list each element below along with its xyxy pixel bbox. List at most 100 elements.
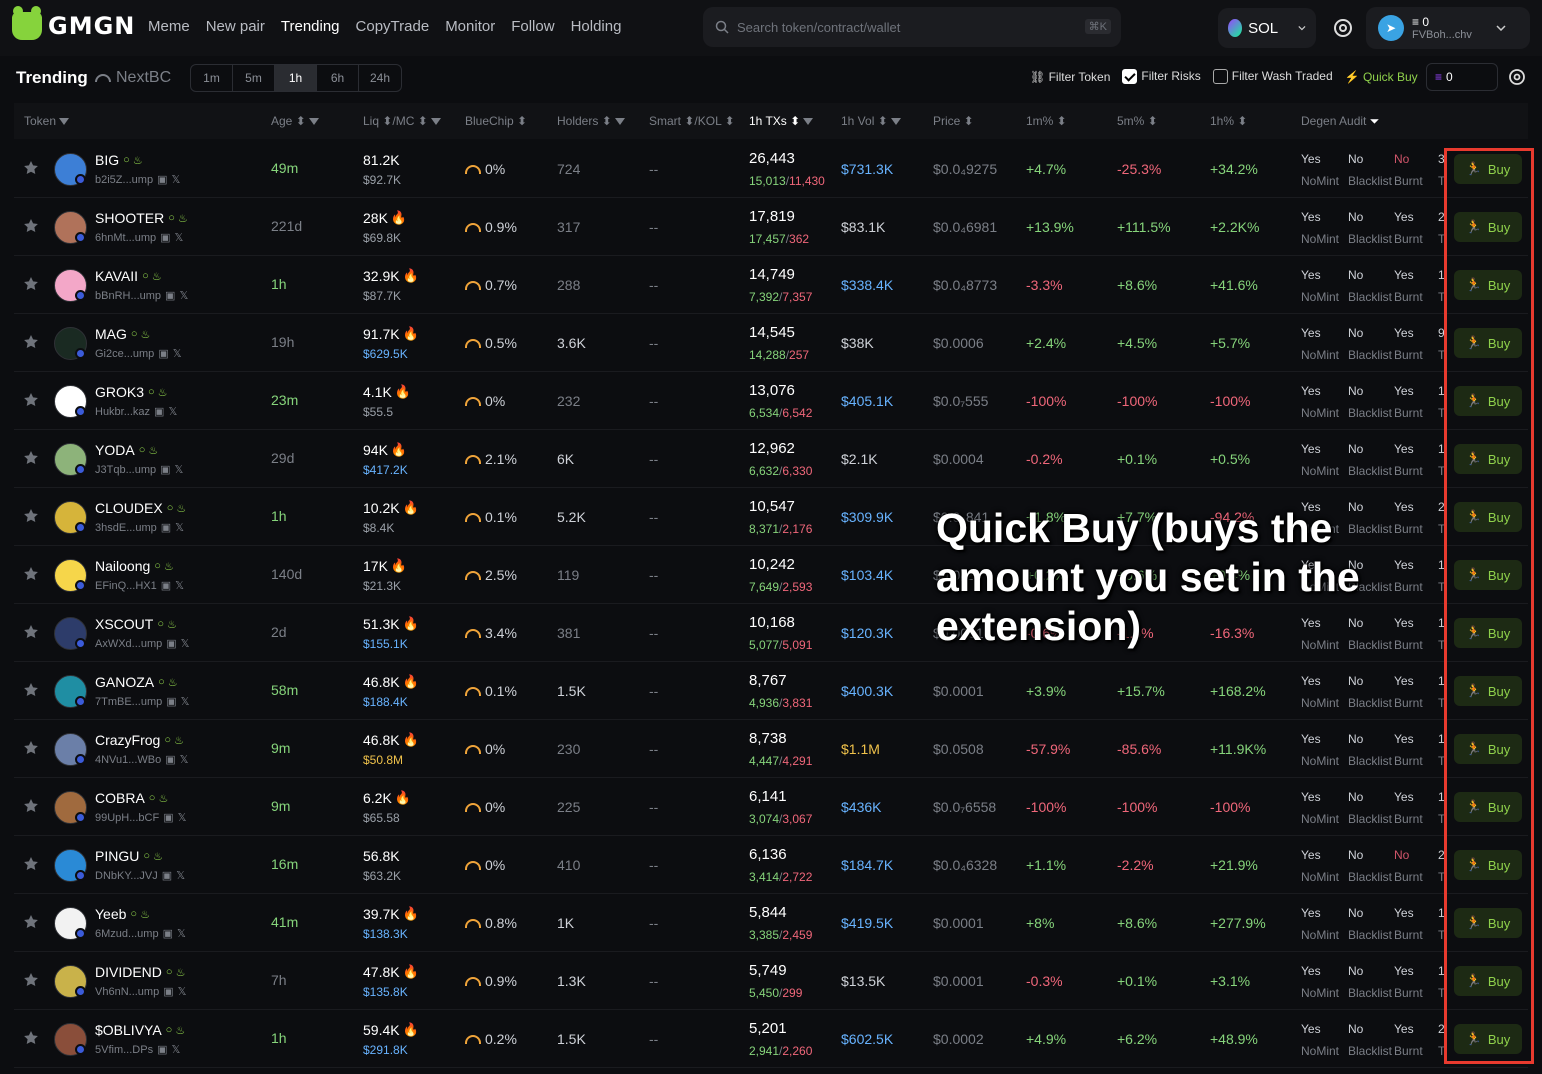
x-social-icon[interactable]: 𝕏 [175, 580, 185, 592]
token-name-row[interactable]: XSCOUT ○ ♨ [95, 616, 177, 632]
favorite-star-icon[interactable] [23, 798, 39, 814]
token-name[interactable]: Nailoong [95, 558, 151, 574]
quick-buy-button[interactable]: 🏃 Buy [1454, 212, 1522, 242]
col-1h[interactable]: 1h% ⬍ [1210, 114, 1248, 128]
col-liq[interactable]: Liq ⬍/MC ⬍ [363, 114, 441, 128]
nextbc-tab[interactable]: NextBC [94, 69, 171, 87]
filter-risks-toggle[interactable]: Filter Risks [1122, 69, 1201, 85]
table-row[interactable]: CrazyFrog ○ ♨ 4NVu1...WBo ▣ 𝕏 9m 46.8K 🔥 $50.8M 0%… [14, 720, 1528, 778]
token-name-row[interactable]: SHOOTER ○ ♨ [95, 210, 188, 226]
table-row[interactable]: Nailoong ○ ♨ EFinQ...HX1 ▣ 𝕏 140d 17K 🔥 $21.3K 2.5… [14, 546, 1528, 604]
search-icon[interactable]: ○ [148, 385, 155, 398]
nav-trending[interactable]: Trending [280, 18, 340, 35]
token-name[interactable]: Yeeb [95, 906, 127, 922]
quick-buy-button[interactable]: 🏃 Buy [1454, 1024, 1522, 1054]
copy-icon[interactable]: ▣ [161, 870, 173, 882]
col-txs[interactable]: 1h TXs ⬍ [749, 114, 814, 128]
token-name[interactable]: COBRA [95, 790, 145, 806]
favorite-star-icon[interactable] [23, 508, 39, 524]
favorite-star-icon[interactable] [23, 160, 39, 176]
search-icon[interactable]: ○ [165, 965, 173, 978]
search-icon[interactable]: ○ [165, 1023, 173, 1036]
table-row[interactable]: GANOZA ○ ♨ 7TmBE...ump ▣ 𝕏 58m 46.8K 🔥 $188.4K 0.1… [14, 662, 1528, 720]
search-icon[interactable]: ○ [154, 559, 161, 572]
filter-wash-checkbox[interactable] [1212, 69, 1228, 85]
nav-meme[interactable]: Meme [148, 18, 190, 35]
table-row[interactable]: DIVIDEND ○ ♨ Vh6nN...ump ▣ 𝕏 7h 47.8K 🔥 $135.8K 0.… [14, 952, 1528, 1010]
filter-risks-checkbox[interactable] [1122, 69, 1138, 85]
filter-icon[interactable] [59, 118, 70, 126]
table-row[interactable]: MAG ○ ♨ Gi2ce...ump ▣ 𝕏 19h 91.7K 🔥 $629.5K 0.5% 3.… [14, 314, 1528, 372]
quick-buy-button[interactable]: 🏃 Buy [1454, 444, 1522, 474]
nav-follow[interactable]: Follow [511, 18, 555, 35]
nav-monitor[interactable]: Monitor [445, 18, 496, 35]
copy-icon[interactable]: ▣ [157, 1044, 168, 1056]
favorite-star-icon[interactable] [23, 392, 39, 408]
table-row[interactable]: GROK3 ○ ♨ Hukbr...kaz ▣ 𝕏 23m 4.1K 🔥 $55.5 0% 232 --… [14, 372, 1528, 430]
copy-icon[interactable]: ▣ [163, 986, 174, 998]
search-icon[interactable]: ○ [143, 849, 150, 862]
nav-copytrade[interactable]: CopyTrade [355, 18, 430, 35]
token-name[interactable]: $OBLIVYA [95, 1022, 162, 1038]
token-name-row[interactable]: COBRA ○ ♨ [95, 790, 168, 806]
timeframe-1h[interactable]: 1h [275, 65, 317, 91]
copy-icon[interactable]: ▣ [163, 812, 174, 824]
x-social-icon[interactable]: 𝕏 [177, 812, 187, 824]
token-name[interactable]: SHOOTER [95, 210, 165, 226]
search-icon[interactable]: ○ [157, 617, 164, 630]
x-social-icon[interactable]: 𝕏 [179, 754, 189, 766]
favorite-star-icon[interactable] [23, 624, 39, 640]
token-name-row[interactable]: KAVAII ○ ♨ [95, 268, 162, 284]
col-token[interactable]: Token [24, 114, 70, 128]
token-name-row[interactable]: PINGU ○ ♨ [95, 848, 163, 864]
token-name-row[interactable]: MAG ○ ♨ [95, 326, 150, 342]
table-row[interactable]: $OBLIVYA ○ ♨ 5Vfim...DPs ▣ 𝕏 1h 59.4K 🔥 $291.8K 0.… [14, 1010, 1528, 1068]
col-5m[interactable]: 5m% ⬍ [1117, 114, 1158, 128]
x-social-icon[interactable]: 𝕏 [172, 348, 182, 360]
timeframe-24h[interactable]: 24h [369, 71, 391, 85]
token-name[interactable]: XSCOUT [95, 616, 154, 632]
col-price[interactable]: Price ⬍ [933, 114, 974, 128]
x-social-icon[interactable]: 𝕏 [171, 174, 181, 186]
copy-icon[interactable]: ▣ [154, 406, 165, 418]
quick-buy-button[interactable]: 🏃 Buy [1454, 734, 1522, 764]
table-row[interactable]: BIG ○ ♨ b2i5Z...ump ▣ 𝕏 49m 81.2K $92.7K 0% 724 -- 2… [14, 140, 1528, 198]
timeframe-6h[interactable]: 6h [317, 65, 359, 91]
copy-icon[interactable]: ▣ [160, 522, 172, 534]
x-social-icon[interactable]: 𝕏 [180, 638, 190, 650]
quick-buy-button[interactable]: 🏃 Buy [1454, 618, 1522, 648]
search-input[interactable] [737, 19, 1077, 35]
gmgn-logo[interactable]: GMGN [12, 6, 135, 40]
x-social-icon[interactable]: 𝕏 [174, 464, 184, 476]
col-1m[interactable]: 1m% ⬍ [1026, 114, 1067, 128]
search-icon[interactable]: ○ [138, 443, 146, 456]
quick-buy-button[interactable]: 🏃 Buy [1454, 386, 1522, 416]
search-icon[interactable]: ○ [130, 327, 138, 340]
quick-buy-button[interactable]: 🏃 Buy [1454, 502, 1522, 532]
search-icon[interactable]: ○ [166, 501, 174, 514]
favorite-star-icon[interactable] [23, 218, 39, 234]
favorite-star-icon[interactable] [23, 682, 39, 698]
table-row[interactable]: YODA ○ ♨ J3Tqb...ump ▣ 𝕏 29d 94K 🔥 $417.2K 2.1% 6K -… [14, 430, 1528, 488]
token-name-row[interactable]: Yeeb ○ ♨ [95, 906, 150, 922]
quick-buy-button[interactable]: 🏃 Buy [1454, 676, 1522, 706]
timeframe-1m[interactable]: 1m [191, 65, 233, 91]
token-name-row[interactable]: $OBLIVYA ○ ♨ [95, 1022, 185, 1038]
favorite-star-icon[interactable] [23, 856, 39, 872]
quick-buy-button[interactable]: 🏃 Buy [1454, 560, 1522, 590]
quick-buy-button[interactable]: 🏃 Buy [1454, 328, 1522, 358]
copy-icon[interactable]: ▣ [160, 464, 171, 476]
quick-buy-button[interactable]: 🏃 Buy [1454, 966, 1522, 996]
x-social-icon[interactable]: 𝕏 [171, 1044, 181, 1056]
favorite-star-icon[interactable] [23, 276, 39, 292]
token-name-row[interactable]: YODA ○ ♨ [95, 442, 158, 458]
token-name-row[interactable]: Nailoong ○ ♨ [95, 558, 174, 574]
table-row[interactable]: Yeeb ○ ♨ 6Mzud...ump ▣ 𝕏 41m 39.7K 🔥 $138.3K 0.8% 1… [14, 894, 1528, 952]
wallet-button[interactable]: ➤ ≡ 0 FVBoh...chv [1366, 7, 1530, 49]
timeframe-5m[interactable]: 5m [233, 65, 275, 91]
quick-buy-button[interactable]: 🏃 Buy [1454, 270, 1522, 300]
token-name[interactable]: BIG [95, 152, 120, 168]
col-vol[interactable]: 1h Vol ⬍ [841, 114, 901, 128]
token-name-row[interactable]: CLOUDEX ○ ♨ [95, 500, 186, 516]
filter-icon[interactable] [614, 118, 625, 126]
